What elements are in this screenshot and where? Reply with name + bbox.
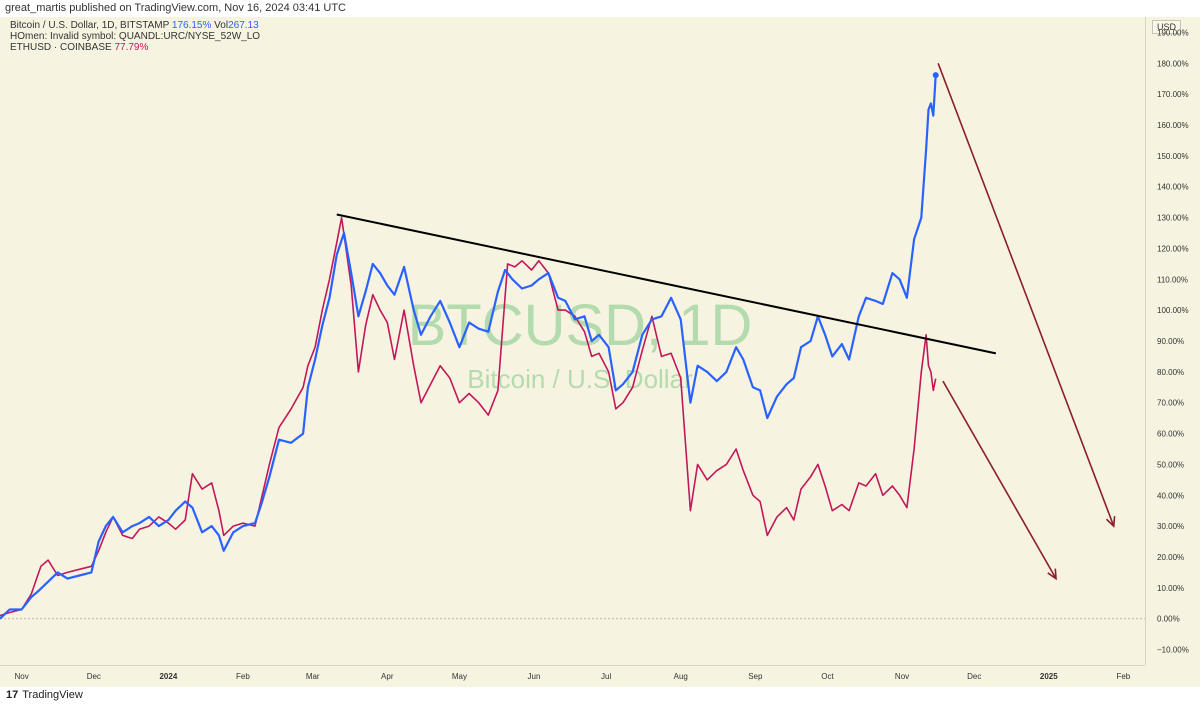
x-tick-label: Sep (748, 672, 763, 681)
legend: Bitcoin / U.S. Dollar, 1D, BITSTAMP 176.… (10, 20, 260, 53)
tradingview-brand[interactable]: TradingView (22, 689, 83, 701)
legend-row-homen[interactable]: HOmen: Invalid symbol: QUANDL:URC/NYSE_5… (10, 31, 260, 42)
legend-row-btc[interactable]: Bitcoin / U.S. Dollar, 1D, BITSTAMP 176.… (10, 20, 260, 31)
arrow-line-1[interactable] (937, 63, 1115, 527)
x-tick-label: Dec (87, 672, 101, 681)
y-tick-label: −10.00% (1157, 646, 1189, 655)
y-tick-label: 100.00% (1157, 306, 1189, 315)
legend-btc-label: Bitcoin / U.S. Dollar, 1D, BITSTAMP (10, 20, 170, 31)
arrow-head-1[interactable] (1105, 516, 1116, 528)
x-tick-label: Aug (674, 672, 688, 681)
x-tick-label: Oct (821, 672, 834, 681)
y-tick-label: 130.00% (1157, 214, 1189, 223)
x-tick-label: Mar (306, 672, 320, 681)
y-tick-label: 0.00% (1157, 615, 1180, 624)
currency-badge[interactable]: USD (1152, 20, 1182, 34)
y-tick-label: 150.00% (1157, 152, 1189, 161)
y-tick-label: 20.00% (1157, 553, 1184, 562)
y-tick-label: 90.00% (1157, 337, 1184, 346)
y-tick-label: 30.00% (1157, 522, 1184, 531)
publish-header: great_martis published on TradingView.co… (0, 0, 1200, 17)
publish-info: great_martis published on TradingView.co… (5, 2, 346, 14)
x-tick-label: 2024 (159, 672, 177, 681)
y-tick-label: 140.00% (1157, 183, 1189, 192)
y-tick-label: 170.00% (1157, 90, 1189, 99)
btc-last-point[interactable] (932, 72, 939, 79)
series-line-btc[interactable] (0, 75, 937, 620)
y-tick-label: 50.00% (1157, 460, 1184, 469)
arrow-head-2[interactable] (1047, 568, 1057, 581)
x-tick-label: Apr (381, 672, 394, 681)
legend-row-eth[interactable]: ETHUSD · COINBASE 77.79% (10, 42, 260, 53)
x-tick-label: Feb (1116, 672, 1130, 681)
y-tick-label: 80.00% (1157, 368, 1184, 377)
legend-eth-value: 77.79% (114, 42, 149, 53)
legend-btc-value: 176.15% (171, 20, 212, 31)
watermark-name: Bitcoin / U.S. Dollar (467, 364, 693, 394)
x-tick-label: Nov (895, 672, 909, 681)
y-tick-label: 110.00% (1157, 275, 1188, 284)
legend-homen-label: HOmen: Invalid symbol: QUANDL:URC/NYSE_5… (10, 31, 261, 42)
x-tick-label: May (452, 672, 467, 681)
y-tick-label: 10.00% (1157, 584, 1184, 593)
footer: 17 TradingView (0, 687, 1200, 704)
y-tick-label: 70.00% (1157, 399, 1184, 408)
y-tick-label: 40.00% (1157, 491, 1184, 500)
x-tick-label: Nov (15, 672, 29, 681)
legend-vol-label: Vol (214, 20, 229, 31)
y-tick-label: 60.00% (1157, 430, 1184, 439)
trendline[interactable] (336, 213, 997, 355)
tradingview-logo-icon[interactable]: 17 (6, 689, 19, 701)
legend-vol-value: 267.13 (228, 20, 259, 31)
price-axis[interactable] (1145, 17, 1200, 665)
plot-area[interactable] (0, 17, 1145, 665)
x-tick-label: Jun (528, 672, 541, 681)
y-tick-label: 180.00% (1157, 59, 1189, 68)
x-tick-label: Feb (236, 672, 250, 681)
y-tick-label: 160.00% (1157, 121, 1189, 130)
arrow-line-2[interactable] (942, 380, 1057, 579)
series-line-eth[interactable] (0, 216, 937, 617)
x-tick-label: Jul (601, 672, 611, 681)
x-tick-label: Dec (967, 672, 981, 681)
y-tick-label: 120.00% (1157, 244, 1189, 253)
time-axis[interactable] (0, 665, 1145, 688)
y-tick-label: 190.00% (1157, 28, 1189, 37)
legend-eth-label: ETHUSD · COINBASE (10, 42, 112, 53)
x-tick-label: 2025 (1040, 672, 1058, 681)
